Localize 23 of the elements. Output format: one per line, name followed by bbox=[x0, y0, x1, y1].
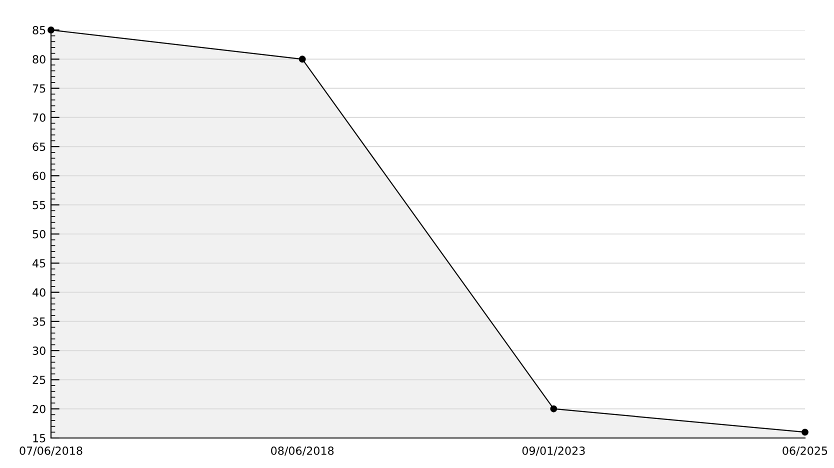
y-tick-label: 50 bbox=[32, 230, 46, 238]
x-tick-label: 07/06/2018 bbox=[20, 446, 82, 456]
y-tick-label: 40 bbox=[32, 288, 46, 297]
y-tick-label: 30 bbox=[32, 346, 46, 355]
y-tick-label: 70 bbox=[32, 113, 46, 122]
point bbox=[550, 405, 558, 412]
x-tick-label: 09/01/2023 bbox=[522, 446, 585, 456]
y-tick-label: 85 bbox=[32, 26, 46, 34]
y-tick-label: 80 bbox=[32, 55, 46, 64]
y-tick-label: 35 bbox=[32, 317, 46, 326]
y-tick-label: 20 bbox=[32, 404, 46, 414]
y-tick-label: 75 bbox=[32, 84, 46, 93]
point bbox=[48, 26, 54, 34]
y-tick-label: 65 bbox=[32, 142, 46, 151]
y-tick-label: 25 bbox=[32, 376, 46, 384]
point bbox=[298, 56, 306, 63]
y-tick-label: 55 bbox=[32, 200, 46, 210]
y-tick-label: 45 bbox=[32, 259, 46, 268]
point bbox=[802, 428, 808, 436]
y-tick-label: 15 bbox=[33, 434, 46, 442]
x-tick-label: 06/2025 bbox=[782, 446, 828, 456]
x-tick-label: 08/06/2018 bbox=[271, 446, 334, 456]
y-tick-label: 60 bbox=[32, 172, 46, 180]
